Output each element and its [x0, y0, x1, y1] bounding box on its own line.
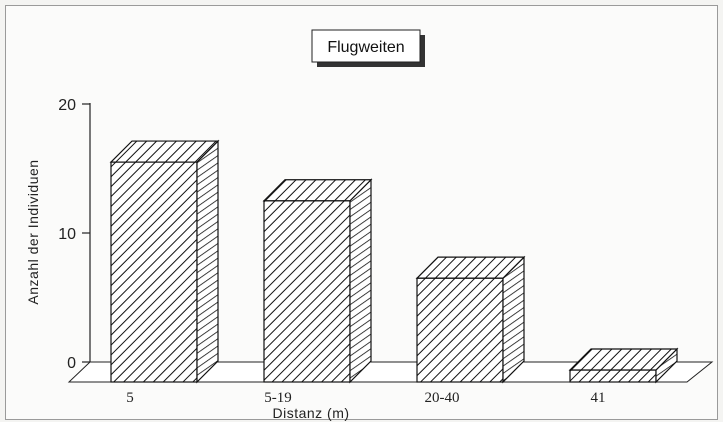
bar-side-5 [196, 139, 219, 384]
chart-title-box: Flugweiten [311, 29, 425, 67]
bar-5-19 [262, 178, 373, 384]
bar-41 [568, 347, 679, 384]
bar-top-5-19 [262, 179, 373, 202]
chart-title: Flugweiten [327, 39, 404, 56]
bar-side-5-19 [349, 178, 372, 384]
bar-front-20-40 [416, 277, 504, 383]
x-tick-label-41: 41 [591, 390, 606, 406]
x-tick-label-20-40: 20-40 [425, 390, 460, 406]
y-tick-label-0: 0 [67, 355, 76, 372]
x-axis-labels: 5 5-19 20-40 41 [126, 390, 605, 406]
bar-top-20-40 [415, 256, 526, 279]
x-tick-label-5: 5 [126, 390, 134, 406]
bar-top-5 [109, 140, 220, 163]
bar-side-20-40 [502, 255, 525, 384]
bar-front-5 [110, 161, 198, 383]
x-axis-title: Distanz (m) [272, 405, 349, 421]
x-tick-label-5-19: 5-19 [264, 390, 292, 406]
bar-top-41 [568, 348, 679, 371]
bar-front-5-19 [263, 200, 351, 383]
bar-5 [109, 139, 220, 384]
y-tick-label-10: 10 [58, 226, 76, 243]
bar-20-40 [415, 255, 526, 384]
y-axis: 0 10 20 [58, 97, 91, 372]
bar-front-41 [569, 369, 657, 383]
bars-group [109, 139, 679, 384]
y-axis-title: Anzahl der Individuen [25, 159, 41, 304]
y-tick-label-20: 20 [58, 97, 76, 114]
